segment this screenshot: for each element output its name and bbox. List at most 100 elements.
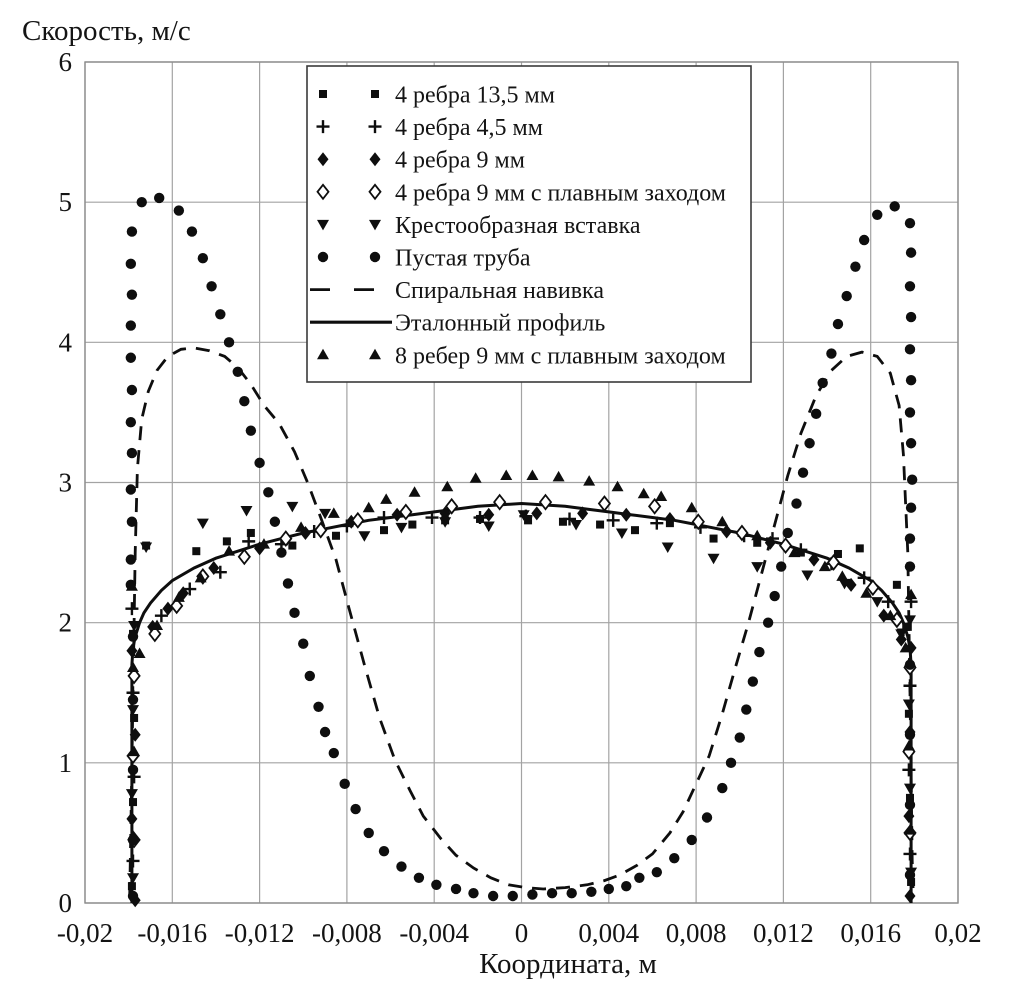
x-tick-label: -0,016 [137,918,207,948]
x-tick-label: 0,012 [753,918,814,948]
plus-marker [563,512,577,526]
circle-filled-marker [126,516,138,527]
circle-filled-marker [413,872,425,883]
triangle-up-filled-marker [751,529,764,541]
y-tick-label: 6 [59,47,73,77]
x-tick-label: 0,008 [666,918,727,948]
plus-marker [606,513,620,527]
triangle-down-filled-marker [127,705,140,716]
circle-filled-marker [487,890,499,902]
circle-filled-marker [527,889,538,900]
diamond-open-marker [399,503,413,521]
diamond-filled-marker [577,506,589,521]
square-filled-marker [596,520,605,529]
circle-filled-marker [126,226,138,237]
triangle-up-filled-marker [295,521,308,532]
triangle-down-filled-marker [196,518,209,530]
circle-filled-marker [776,561,787,572]
circle-filled-marker [232,366,243,377]
plus-marker [368,120,382,134]
y-tick-label: 2 [59,608,73,638]
circle-filled-marker [363,827,374,839]
diamond-open-marker [866,579,880,597]
diamond-filled-marker [531,506,543,521]
legend-label: Пустая труба [395,246,531,272]
series-square-filled [127,514,916,891]
x-axis-title: Координата, м [479,948,657,980]
square-filled-marker [331,531,340,540]
triangle-down-filled-marker [801,570,814,582]
x-tick-label: 0,02 [934,918,981,948]
diamond-filled-marker [126,643,138,658]
circle-filled-marker [125,417,137,428]
diamond-open-marker [597,495,612,512]
circle-filled-marker [904,407,916,418]
circle-filled-marker [125,554,137,565]
circle-filled-marker [832,318,844,330]
triangle-up-filled-marker [362,501,375,513]
diamond-open-marker [691,513,705,531]
circle-filled-marker [686,834,697,846]
triangle-up-filled-marker [903,824,916,835]
plus-marker [377,511,391,525]
legend-entry: Спиральная навивка [310,278,604,304]
circle-filled-marker [817,377,828,389]
y-axis-title: Скорость, м/с [22,15,191,47]
circle-filled-marker [289,607,300,619]
diamond-filled-marker [664,511,676,526]
diamond-filled-marker [317,152,329,167]
triangle-down-filled-marker [125,789,138,800]
circle-filled-marker [154,192,165,204]
triangle-up-filled-marker [655,490,668,502]
circle-filled-marker [810,408,822,420]
diamond-open-marker [127,667,141,685]
diamond-open-marker [279,530,293,548]
diamond-open-marker [445,497,459,515]
triangle-up-filled-marker [223,545,236,556]
circle-filled-marker [378,845,390,857]
triangle-up-filled-marker [125,580,138,591]
diamond-open-marker [237,548,251,566]
square-filled-marker [192,547,201,556]
square-filled-marker [833,549,842,558]
plus-marker [902,763,916,777]
plot-frame [84,61,959,904]
circle-filled-marker [127,890,139,902]
triangle-down-filled-marker [707,553,720,565]
circle-filled-marker [136,196,147,208]
circle-filled-marker [263,487,274,498]
circle-filled-marker [762,617,774,628]
circle-filled-marker [904,729,916,740]
legend-label: 8 ребер 9 мм с плавным заходом [395,343,726,369]
circle-filled-marker [254,457,265,469]
triangle-up-filled-marker [884,609,897,621]
y-tick-label: 4 [59,327,73,357]
circle-filled-marker [126,384,138,396]
diamond-open-marker [314,521,328,539]
legend-label: Эталонный профиль [395,311,605,337]
square-filled-marker [709,534,718,543]
circle-filled-marker [126,447,138,459]
series-triangle-up-filled [125,469,918,841]
triangle-up-filled-marker [441,480,454,492]
triangle-up-filled-marker [469,472,482,483]
plus-marker [242,534,256,548]
square-filled-marker [855,544,864,553]
triangle-down-filled-marker [895,629,908,640]
circle-filled-marker [797,467,809,478]
circle-filled-marker [186,226,198,237]
legend-box [306,65,752,383]
square-filled-marker [319,90,327,98]
legend-label: 4 ребра 9 мм [395,148,525,174]
triangle-down-filled-marker [369,219,381,231]
circle-filled-marker [804,438,815,449]
diamond-open-marker [351,511,365,529]
circle-filled-marker [339,778,350,790]
circle-filled-marker [621,880,632,892]
circle-filled-marker [468,887,479,899]
triangle-down-filled-marker [128,620,141,632]
series-line-dashed [128,346,915,897]
diamond-open-marker [735,524,749,542]
circle-filled-marker [276,547,287,558]
